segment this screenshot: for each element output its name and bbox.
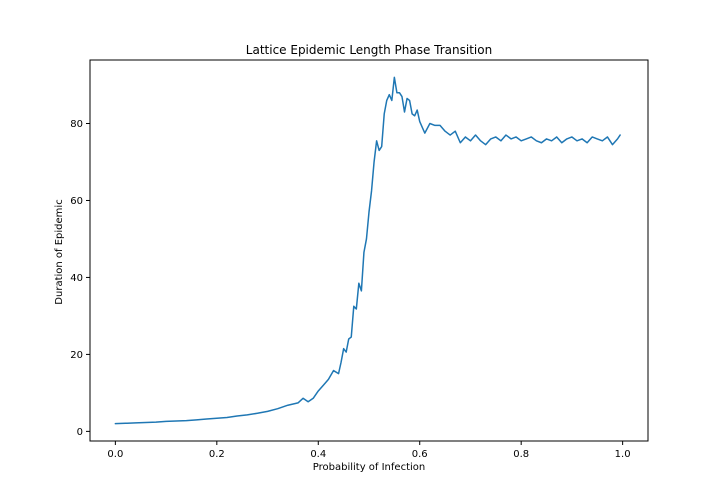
x-axis-ticks: 0.0 0.2 0.4 0.6 0.8 1.0	[107, 441, 631, 460]
x-tick-label: 1.0	[615, 449, 631, 460]
y-tick-label: 60	[70, 196, 83, 207]
y-tick-label: 20	[70, 350, 83, 361]
x-tick-label: 0.8	[513, 449, 529, 460]
x-axis-label: Probability of Infection	[313, 462, 425, 473]
y-tick-label: 80	[70, 119, 83, 130]
y-axis-label: Duration of Epidemic	[54, 199, 65, 304]
plot-area	[114, 76, 621, 425]
x-tick-label: 0.0	[107, 449, 123, 460]
y-tick-label: 40	[70, 273, 83, 284]
plot-frame	[89, 59, 649, 442]
x-tick-label: 0.4	[310, 449, 326, 460]
y-tick-label: 0	[77, 427, 83, 438]
series-line	[114, 76, 621, 425]
y-axis-ticks: 0 20 40 60 80	[70, 119, 90, 438]
chart-title: Lattice Epidemic Length Phase Transition	[246, 43, 492, 57]
x-tick-label: 0.2	[209, 449, 225, 460]
x-tick-label: 0.6	[412, 449, 428, 460]
